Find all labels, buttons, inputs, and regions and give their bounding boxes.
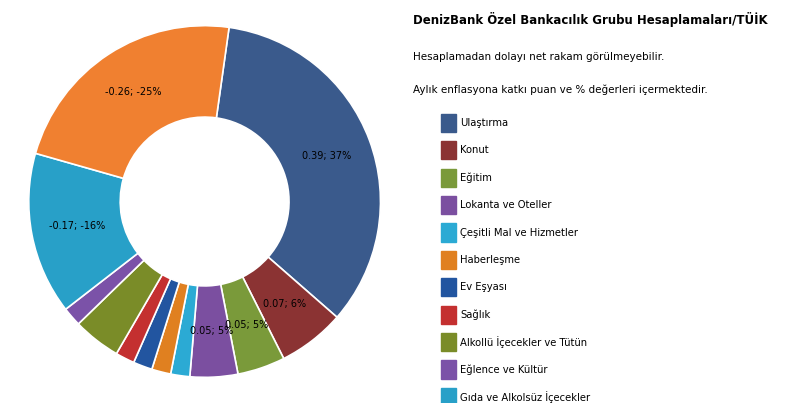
Wedge shape <box>220 277 284 374</box>
Wedge shape <box>216 27 380 317</box>
Wedge shape <box>116 274 171 362</box>
Text: Sağlık: Sağlık <box>460 310 490 320</box>
Text: Gıda ve Alkolsüz İçecekler: Gıda ve Alkolsüz İçecekler <box>460 391 590 403</box>
Text: 0.39; 37%: 0.39; 37% <box>302 151 351 161</box>
Text: DenizBank Özel Bankacılık Grubu Hesaplamaları/TÜİK: DenizBank Özel Bankacılık Grubu Hesaplam… <box>413 12 768 27</box>
Text: Lokanta ve Oteller: Lokanta ve Oteller <box>460 200 552 210</box>
Text: Alkollü İçecekler ve Tütün: Alkollü İçecekler ve Tütün <box>460 336 588 348</box>
Text: Ulaştırma: Ulaştırma <box>460 118 508 128</box>
Wedge shape <box>190 285 238 377</box>
Text: 0.07; 6%: 0.07; 6% <box>263 299 306 310</box>
Text: Aylık enflasyona katkı puan ve % değerleri içermektedir.: Aylık enflasyona katkı puan ve % değerle… <box>413 85 708 95</box>
Wedge shape <box>65 253 144 324</box>
Text: -0.26; -25%: -0.26; -25% <box>105 87 162 98</box>
Text: Eğlence ve Kültür: Eğlence ve Kültür <box>460 364 548 375</box>
Text: Eğitim: Eğitim <box>460 172 493 183</box>
Wedge shape <box>242 257 337 359</box>
Wedge shape <box>29 153 138 309</box>
Text: Ev Eşyası: Ev Eşyası <box>460 283 508 292</box>
Wedge shape <box>134 279 179 369</box>
Wedge shape <box>79 260 162 354</box>
Wedge shape <box>35 26 229 179</box>
Text: 0.05; 5%: 0.05; 5% <box>225 320 268 330</box>
Text: Çeşitli Mal ve Hizmetler: Çeşitli Mal ve Hizmetler <box>460 228 578 237</box>
Text: Hesaplamadan dolayı net rakam görülmeyebilir.: Hesaplamadan dolayı net rakam görülmeyeb… <box>413 52 664 62</box>
Text: Konut: Konut <box>460 145 489 155</box>
Text: 0.05; 5%: 0.05; 5% <box>190 326 233 337</box>
Wedge shape <box>152 282 188 374</box>
Text: Haberleşme: Haberleşme <box>460 255 520 265</box>
Text: -0.17; -16%: -0.17; -16% <box>49 221 105 231</box>
Wedge shape <box>171 284 198 377</box>
